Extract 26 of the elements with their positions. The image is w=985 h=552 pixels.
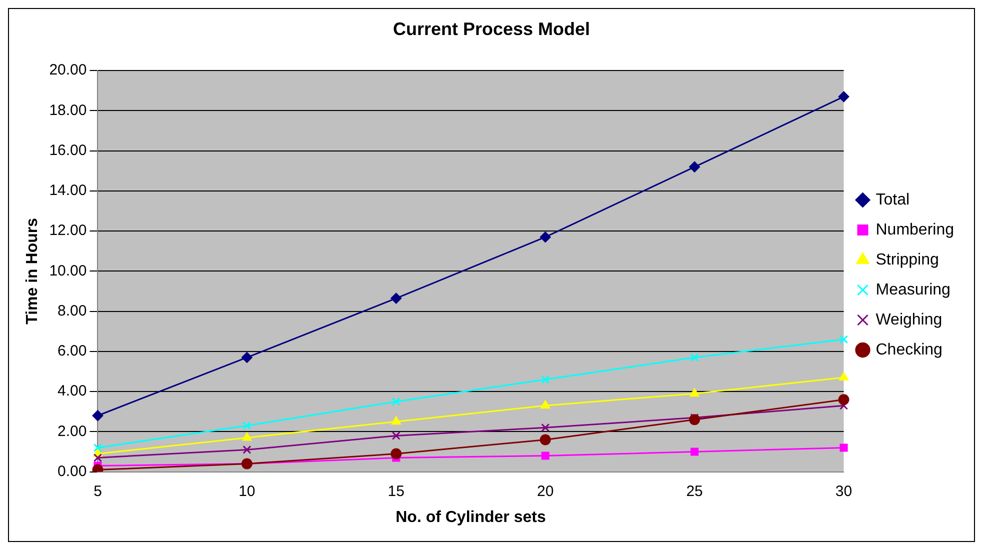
x-tick-label: 30 [835, 482, 852, 500]
legend-label: Numbering [876, 221, 954, 238]
legend-label: Weighing [876, 311, 942, 328]
y-tick-label: 14.00 [49, 182, 87, 200]
chart-title: Current Process Model [392, 18, 590, 39]
y-tick-label: 18.00 [49, 102, 87, 119]
y-tick-label: 20.00 [49, 62, 87, 79]
y-tick-label: 0.00 [58, 462, 87, 480]
y-tick-label: 16.00 [49, 142, 87, 159]
y-tick-label: 8.00 [58, 302, 87, 320]
y-tick-label: 10.00 [49, 262, 87, 280]
y-tick-label: 12.00 [49, 222, 87, 240]
y-tick-label: 2.00 [58, 422, 87, 440]
x-tick-label: 15 [388, 482, 404, 500]
legend-label: Stripping [876, 251, 939, 268]
x-tick-label: 25 [686, 482, 703, 500]
y-axis-title: Time in Hours [24, 218, 42, 324]
x-tick-label: 5 [94, 482, 102, 500]
x-tick-label: 10 [238, 482, 256, 500]
legend-label: Total [876, 191, 910, 208]
x-axis-title: No. of Cylinder sets [396, 508, 546, 526]
y-tick-label: 4.00 [58, 382, 87, 400]
legend-label: Measuring [876, 281, 950, 298]
legend-label: Checking [876, 341, 942, 358]
x-tick-label: 20 [536, 482, 554, 500]
y-tick-label: 6.00 [58, 342, 87, 360]
